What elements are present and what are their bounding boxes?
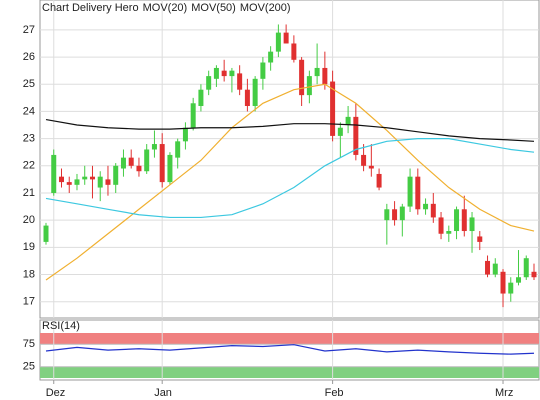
candle-body xyxy=(469,217,475,232)
candle-body xyxy=(407,176,413,207)
candle-body xyxy=(82,176,88,180)
candle-body xyxy=(43,225,49,242)
candle-body xyxy=(291,43,297,60)
candle-body xyxy=(353,116,359,155)
candle-body xyxy=(306,76,312,96)
candle-body xyxy=(345,116,351,126)
x-tick-label: Mrz xyxy=(495,387,513,399)
candle-body xyxy=(237,73,243,90)
candle-body xyxy=(361,154,367,166)
candle-body xyxy=(430,203,436,218)
candle-body xyxy=(66,182,72,185)
candle-body xyxy=(120,157,126,169)
y-tick-label: 18 xyxy=(23,268,35,280)
legend-entry: MOV(50) xyxy=(191,2,236,14)
candle-body xyxy=(167,154,173,183)
candle-body xyxy=(51,154,57,193)
candle-body xyxy=(283,32,289,44)
candle-body xyxy=(454,209,460,232)
x-tick-label: Jan xyxy=(154,387,172,399)
candle-body xyxy=(229,70,235,77)
candle-body xyxy=(198,89,204,106)
candle-body xyxy=(516,277,522,283)
candle-body xyxy=(89,176,95,180)
line-series xyxy=(45,118,535,142)
y-tick-label: 22 xyxy=(23,160,35,172)
candle-body xyxy=(275,32,281,52)
candle-body xyxy=(159,144,165,183)
y-tick-label: 23 xyxy=(23,133,35,145)
candle-body xyxy=(485,260,491,275)
candle-body xyxy=(368,165,374,169)
y-tick-label: 24 xyxy=(23,105,35,117)
y-tick-label: 19 xyxy=(23,241,35,253)
candle-body xyxy=(531,271,537,278)
candle-body xyxy=(423,203,429,210)
y-tick-label: 25 xyxy=(23,78,35,90)
y-tick-label: 21 xyxy=(23,187,35,199)
candle-body xyxy=(113,165,119,185)
candle-body xyxy=(492,263,498,275)
legend-entry: MOV(20) xyxy=(143,2,188,14)
candle-body xyxy=(74,179,80,185)
line-series xyxy=(45,344,535,355)
candle-body xyxy=(58,176,64,183)
candle-body xyxy=(136,165,142,172)
candle-body xyxy=(213,67,219,79)
rsi-tick-label: 25 xyxy=(23,361,35,373)
candle-body xyxy=(151,144,157,150)
rsi-tick-label: 75 xyxy=(23,338,35,350)
candle-body xyxy=(461,209,467,232)
rsi-upper-band xyxy=(40,333,539,345)
candle-body xyxy=(182,127,188,142)
candle-body xyxy=(500,271,506,294)
candle-body xyxy=(190,103,196,128)
candle-body xyxy=(392,209,398,221)
rsi-lower-band xyxy=(40,366,539,378)
main-panel xyxy=(39,0,540,319)
candle-body xyxy=(260,62,266,79)
candle-body xyxy=(415,176,421,210)
candle-body xyxy=(299,59,305,96)
candle-body xyxy=(144,149,150,172)
candle-body xyxy=(128,157,134,166)
line-series xyxy=(45,83,535,281)
candle-body xyxy=(337,127,343,136)
candle-body xyxy=(477,236,483,242)
y-tick-label: 20 xyxy=(23,214,35,226)
candle-body xyxy=(206,76,212,90)
y-tick-label: 26 xyxy=(23,51,35,63)
candle-body xyxy=(399,206,405,221)
line-series xyxy=(45,138,535,219)
candle-body xyxy=(314,67,320,77)
candle-body xyxy=(330,81,336,136)
candle-body xyxy=(175,141,181,158)
candle-body xyxy=(376,173,382,188)
y-tick-label: 17 xyxy=(23,296,35,308)
candle-body xyxy=(244,89,250,106)
y-tick-label: 27 xyxy=(23,24,35,36)
candle-body xyxy=(105,179,111,185)
legend-entry: MOV(200) xyxy=(240,2,291,14)
candle-body xyxy=(97,176,103,188)
chart-title: Chart Delivery Hero xyxy=(42,2,139,14)
candle-body xyxy=(322,67,328,85)
candle-body xyxy=(268,51,274,63)
candle-body xyxy=(384,209,390,221)
candle-body xyxy=(446,231,452,234)
rsi-title: RSI(14) xyxy=(42,320,80,332)
candle-body xyxy=(252,78,258,106)
candle-body xyxy=(438,217,444,234)
candle-body xyxy=(221,70,227,77)
candle-body xyxy=(508,282,514,294)
x-tick-label: Dez xyxy=(46,387,66,399)
x-tick-label: Feb xyxy=(325,387,344,399)
candle-body xyxy=(523,258,529,278)
